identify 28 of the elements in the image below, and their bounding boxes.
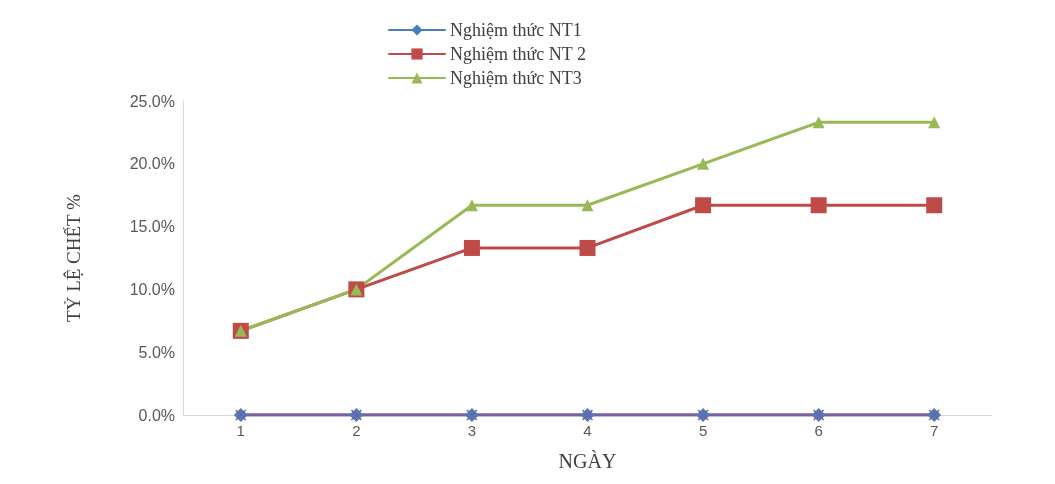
point (581, 199, 594, 212)
point (810, 197, 827, 214)
y-axis-title: TỶ LỆ CHẾT % (63, 193, 84, 322)
legend-label: Nghiệm thức NT3 (450, 68, 582, 88)
x-tick-label: 6 (814, 422, 823, 439)
x-tick-label: 4 (583, 422, 592, 439)
x-tick-label: 7 (930, 422, 939, 439)
point (928, 116, 941, 129)
point (926, 197, 943, 214)
x-axis-title: NGÀY (558, 450, 617, 472)
legend-label: Nghiệm thức NT 2 (450, 44, 586, 64)
y-tick-label: 20.0% (129, 155, 175, 173)
point (465, 199, 478, 212)
y-tick-label: 5.0% (138, 343, 175, 361)
x-tick-label: 1 (236, 422, 245, 439)
y-tick-label: 0.0% (138, 406, 175, 424)
point (697, 157, 710, 170)
point (812, 116, 825, 129)
point (463, 239, 480, 256)
y-tick-label: 15.0% (129, 218, 175, 236)
legend-label: Nghiệm thức NT1 (450, 20, 582, 40)
y-tick-label: 25.0% (129, 92, 175, 110)
x-tick-label: 5 (698, 422, 708, 439)
x-tick-label: 2 (352, 422, 361, 439)
point (695, 197, 712, 214)
y-tick-label: 10.0% (129, 280, 175, 298)
point (579, 239, 596, 256)
x-tick-label: 3 (467, 422, 477, 439)
